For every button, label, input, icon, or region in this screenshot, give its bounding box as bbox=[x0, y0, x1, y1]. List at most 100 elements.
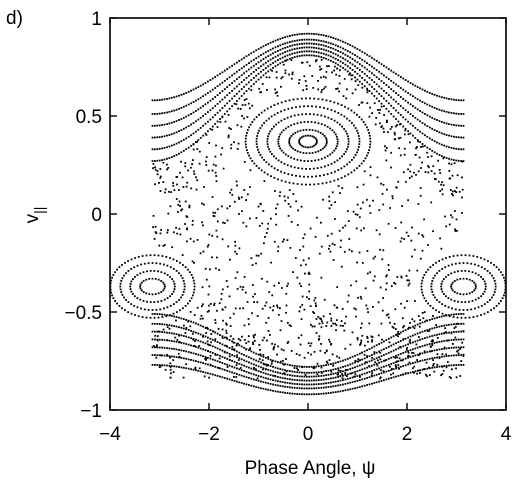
data-point bbox=[261, 339, 264, 342]
data-point bbox=[344, 322, 346, 325]
data-point bbox=[313, 97, 316, 100]
data-point bbox=[264, 67, 267, 69]
data-point bbox=[344, 365, 347, 367]
data-point bbox=[264, 377, 267, 380]
data-point bbox=[248, 62, 250, 64]
data-point bbox=[195, 99, 197, 102]
data-point bbox=[325, 35, 327, 37]
data-point bbox=[248, 154, 250, 157]
data-point bbox=[416, 369, 419, 372]
data-point bbox=[182, 149, 185, 152]
data-point bbox=[265, 301, 268, 304]
data-point bbox=[288, 138, 291, 141]
data-point bbox=[372, 257, 375, 260]
data-point bbox=[418, 336, 420, 338]
data-point bbox=[351, 381, 354, 383]
data-point bbox=[259, 349, 261, 351]
data-point bbox=[421, 338, 424, 340]
data-point bbox=[420, 288, 423, 291]
data-point bbox=[238, 97, 241, 100]
data-point bbox=[313, 50, 315, 53]
data-point bbox=[431, 318, 434, 320]
data-point bbox=[412, 105, 414, 107]
data-point bbox=[325, 142, 328, 145]
data-point bbox=[214, 123, 217, 125]
data-point bbox=[346, 65, 349, 68]
data-point bbox=[455, 186, 458, 189]
data-point bbox=[462, 355, 465, 357]
data-point bbox=[284, 373, 286, 376]
data-point bbox=[187, 367, 190, 370]
data-point bbox=[330, 55, 332, 58]
data-point bbox=[456, 350, 458, 353]
data-point bbox=[290, 135, 293, 137]
data-point bbox=[325, 386, 327, 389]
data-point bbox=[480, 266, 483, 269]
data-point bbox=[228, 378, 231, 381]
data-point bbox=[267, 65, 270, 68]
data-point bbox=[417, 140, 419, 143]
data-point bbox=[255, 379, 258, 381]
data-point bbox=[383, 379, 385, 382]
data-point bbox=[197, 139, 200, 141]
data-point bbox=[472, 316, 475, 318]
data-point bbox=[195, 331, 197, 334]
data-point bbox=[221, 288, 224, 291]
data-point bbox=[170, 121, 173, 124]
data-point bbox=[348, 119, 351, 122]
data-point bbox=[234, 277, 237, 279]
data-point bbox=[385, 353, 388, 355]
data-point bbox=[158, 112, 161, 115]
data-point bbox=[140, 307, 142, 310]
data-point bbox=[223, 80, 226, 82]
data-point bbox=[366, 384, 368, 386]
data-point bbox=[453, 346, 455, 349]
data-point bbox=[266, 138, 269, 140]
data-point bbox=[205, 359, 207, 361]
data-point bbox=[221, 335, 224, 338]
data-point bbox=[281, 372, 284, 375]
data-point bbox=[460, 136, 462, 139]
data-point bbox=[283, 238, 285, 241]
data-point bbox=[182, 376, 185, 379]
data-point bbox=[318, 252, 321, 255]
data-point bbox=[299, 306, 302, 308]
data-point bbox=[236, 184, 238, 187]
data-point bbox=[470, 262, 473, 265]
data-point bbox=[368, 134, 371, 137]
data-point bbox=[284, 363, 286, 365]
data-point bbox=[313, 375, 315, 378]
data-point bbox=[392, 71, 395, 74]
data-point bbox=[298, 387, 301, 390]
data-point bbox=[390, 336, 393, 339]
data-point bbox=[213, 302, 216, 305]
data-point bbox=[250, 357, 253, 360]
data-point bbox=[219, 334, 221, 336]
data-point bbox=[161, 354, 163, 357]
data-point bbox=[333, 69, 335, 72]
data-point bbox=[306, 61, 309, 64]
data-point bbox=[298, 140, 300, 143]
data-point bbox=[407, 336, 409, 339]
data-point bbox=[320, 371, 323, 373]
data-point bbox=[151, 113, 154, 115]
data-point bbox=[277, 250, 279, 253]
data-point bbox=[361, 385, 364, 388]
data-point bbox=[289, 386, 291, 389]
data-point bbox=[456, 316, 459, 319]
data-point bbox=[385, 107, 388, 110]
data-point bbox=[299, 143, 302, 146]
data-point bbox=[466, 309, 469, 311]
data-point bbox=[282, 63, 285, 66]
data-point bbox=[185, 104, 188, 107]
data-point bbox=[154, 354, 156, 356]
data-point bbox=[175, 325, 178, 328]
data-point bbox=[344, 224, 347, 227]
data-point bbox=[345, 368, 347, 371]
data-point bbox=[190, 123, 192, 126]
data-point bbox=[390, 104, 393, 107]
data-point bbox=[199, 106, 202, 109]
data-point bbox=[320, 91, 323, 94]
data-point bbox=[315, 139, 318, 141]
data-point bbox=[221, 362, 224, 364]
